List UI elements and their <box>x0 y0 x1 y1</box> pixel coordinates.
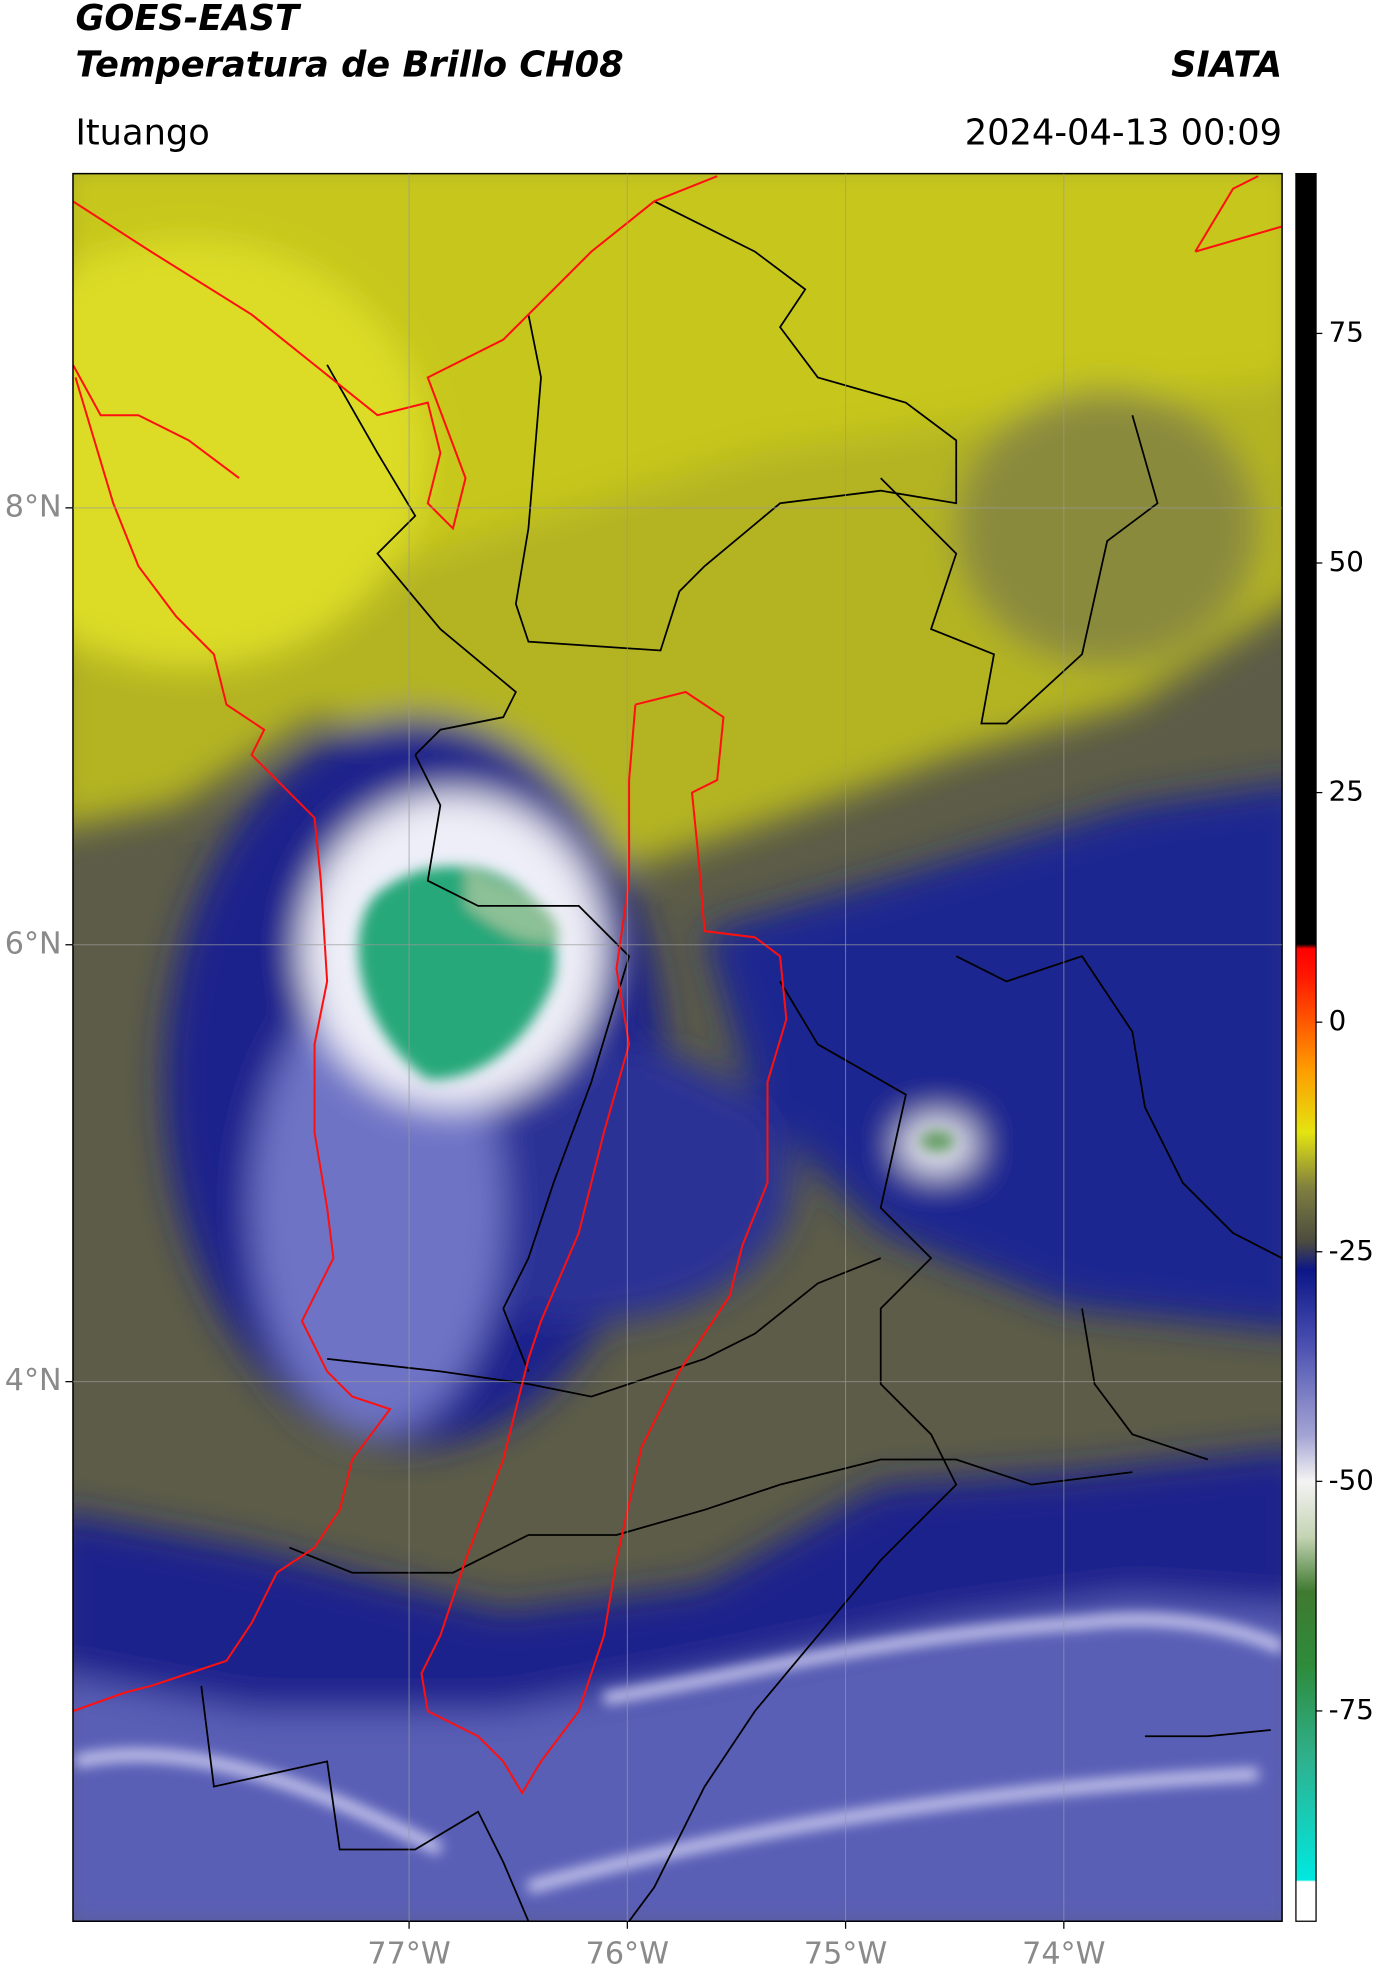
satellite-image <box>72 173 1283 1922</box>
colorbar-tick-label: 50 <box>1329 545 1364 578</box>
subtitle: Temperatura de Brillo CH08 <box>75 45 623 86</box>
lon-tick-label: 76°W <box>586 1937 669 1972</box>
colorbar-tick-label: 0 <box>1329 1004 1347 1037</box>
colorbar-tick-label: -50 <box>1329 1463 1374 1496</box>
lon-tick-label: 75°W <box>804 1937 887 1972</box>
lon-tick-label: 74°W <box>1022 1937 1105 1972</box>
title: GOES-EAST <box>75 0 302 39</box>
colorbar-tick-label: -25 <box>1329 1234 1374 1267</box>
lon-tick-label: 77°W <box>367 1937 450 1972</box>
lat-tick-label: 6°N <box>5 926 62 961</box>
colorbar-tick-label: 75 <box>1329 315 1364 348</box>
timestamp: 2024-04-13 00:09 <box>965 113 1282 154</box>
colorbar-tick-label: 25 <box>1329 775 1364 808</box>
lat-tick-label: 8°N <box>5 489 62 524</box>
colorbar <box>1295 172 1317 1922</box>
location: Ituango <box>75 113 209 154</box>
map-frame <box>72 172 1283 1922</box>
lat-tick-label: 4°N <box>5 1363 62 1398</box>
source: SIATA <box>1171 45 1282 86</box>
colorbar-tick-label: -75 <box>1329 1693 1374 1726</box>
